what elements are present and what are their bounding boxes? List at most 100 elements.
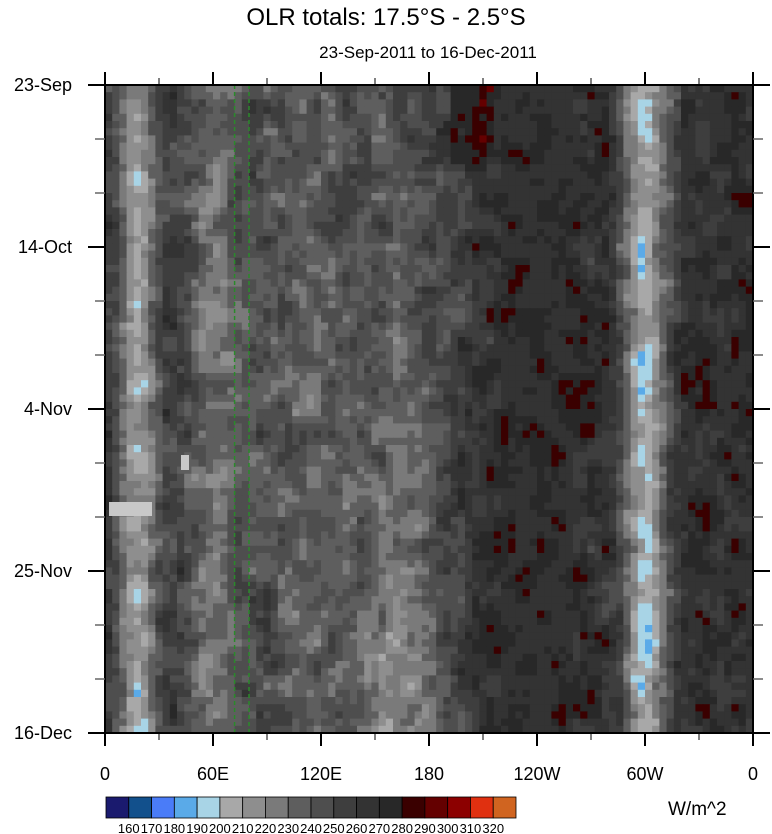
contour-cell xyxy=(666,99,675,108)
contour-cell xyxy=(573,308,581,316)
contour-cell xyxy=(436,185,444,194)
contour-cell xyxy=(738,85,747,93)
contour-cell xyxy=(587,92,596,100)
contour-cell xyxy=(321,387,329,396)
contour-cell xyxy=(443,445,452,453)
contour-cell xyxy=(551,380,560,388)
contour-cell xyxy=(421,358,430,367)
contour-cell xyxy=(551,193,560,201)
contour-cell xyxy=(594,365,603,374)
contour-cell xyxy=(472,373,480,381)
contour-cell xyxy=(299,113,308,122)
contour-cell xyxy=(731,473,740,482)
contour-cell xyxy=(256,452,264,460)
contour-cell xyxy=(321,286,329,295)
contour-cell xyxy=(479,315,488,324)
contour-cell xyxy=(227,286,236,295)
contour-cell xyxy=(184,149,192,158)
contour-cell xyxy=(133,452,142,460)
contour-cell xyxy=(299,481,308,489)
contour-cell xyxy=(263,193,272,201)
contour-cell xyxy=(234,315,243,324)
contour-cell xyxy=(472,473,480,482)
contour-cell xyxy=(702,142,711,151)
contour-cell xyxy=(616,387,624,396)
contour-cell xyxy=(393,250,401,259)
contour-cell xyxy=(148,214,156,223)
contour-cell xyxy=(256,193,264,201)
contour-cell xyxy=(126,430,135,439)
contour-cell xyxy=(277,416,286,424)
contour-cell xyxy=(450,171,459,180)
contour-cell xyxy=(378,229,387,237)
contour-cell xyxy=(270,99,279,108)
contour-cell xyxy=(198,452,207,460)
contour-cell xyxy=(666,106,675,115)
contour-cell xyxy=(738,322,747,331)
contour-cell xyxy=(522,157,531,165)
contour-cell xyxy=(681,171,689,180)
contour-cell xyxy=(198,207,207,216)
contour-cell xyxy=(234,344,243,352)
contour-cell xyxy=(155,99,164,108)
contour-cell xyxy=(321,481,329,489)
contour-cell xyxy=(357,178,365,187)
contour-cell xyxy=(695,200,704,208)
contour-cell xyxy=(205,437,214,446)
contour-cell xyxy=(724,243,732,252)
contour-cell xyxy=(277,293,286,302)
contour-cell xyxy=(249,99,257,108)
contour-cell xyxy=(213,85,221,93)
contour-cell xyxy=(673,301,682,309)
contour-cell xyxy=(724,286,732,295)
contour-cell xyxy=(501,365,509,374)
contour-cell xyxy=(443,200,452,208)
contour-cell xyxy=(227,409,236,417)
contour-cell xyxy=(313,337,322,345)
contour-cell xyxy=(724,200,732,208)
contour-cell xyxy=(709,337,718,345)
contour-cell xyxy=(400,185,408,194)
contour-cell xyxy=(249,358,257,367)
contour-cell xyxy=(688,308,696,316)
contour-cell xyxy=(479,99,488,108)
contour-cell xyxy=(393,243,401,252)
contour-cell xyxy=(306,85,315,93)
contour-cell xyxy=(724,99,732,108)
contour-cell xyxy=(227,473,236,482)
contour-cell xyxy=(457,106,466,115)
contour-cell xyxy=(342,473,351,482)
contour-cell xyxy=(342,142,351,151)
contour-cell xyxy=(371,99,380,108)
contour-cell xyxy=(465,351,473,360)
contour-cell xyxy=(155,149,164,158)
contour-cell xyxy=(227,193,236,201)
contour-cell xyxy=(709,265,718,273)
contour-cell xyxy=(277,351,286,360)
contour-cell xyxy=(637,250,646,259)
contour-cell xyxy=(133,459,142,468)
contour-cell xyxy=(580,401,588,410)
contour-cell xyxy=(558,149,567,158)
contour-cell xyxy=(105,92,113,100)
contour-cell xyxy=(364,149,372,158)
contour-cell xyxy=(421,380,430,388)
contour-cell xyxy=(717,171,725,180)
contour-cell xyxy=(292,113,300,122)
contour-cell xyxy=(385,452,394,460)
contour-cell xyxy=(270,481,279,489)
contour-cell xyxy=(198,387,207,396)
contour-cell xyxy=(220,473,228,482)
contour-cell xyxy=(155,92,164,100)
contour-cell xyxy=(191,286,200,295)
contour-cell xyxy=(299,466,308,475)
contour-cell xyxy=(537,394,545,403)
contour-cell xyxy=(436,437,444,446)
contour-cell xyxy=(105,430,113,439)
contour-cell xyxy=(681,380,689,388)
contour-cell xyxy=(623,373,632,381)
contour-cell xyxy=(220,171,228,180)
contour-cell xyxy=(313,272,322,280)
contour-cell xyxy=(198,358,207,367)
contour-cell xyxy=(263,250,272,259)
